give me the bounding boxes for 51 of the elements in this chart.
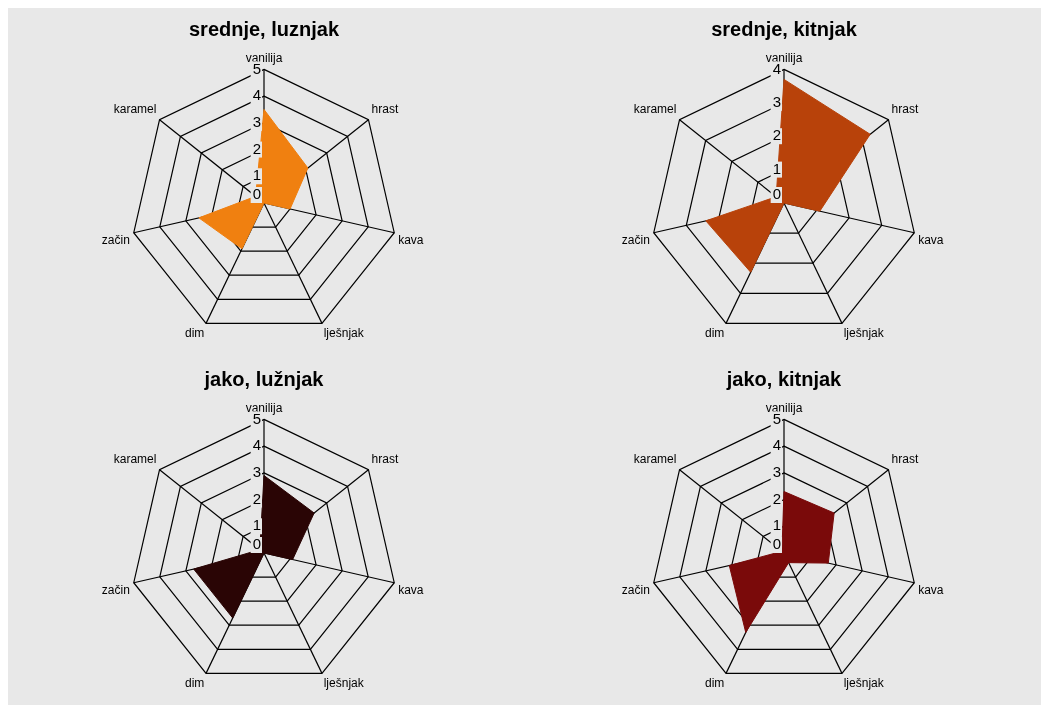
spoke-label: karamel [113, 452, 157, 467]
spoke-label: hrast [891, 452, 919, 467]
spoke-label: kava [918, 583, 944, 598]
y-tick-label: 4 [252, 86, 261, 104]
y-tick-label: 3 [252, 462, 261, 480]
spoke-label: lješnjak [323, 676, 365, 691]
y-tick-label: 1 [252, 516, 261, 534]
spoke-label: kava [918, 233, 944, 248]
y-tick-label: 2 [252, 489, 261, 507]
y-tick-label: 0 [772, 535, 781, 553]
chart-title: jako, kitnjak [725, 367, 843, 390]
spoke-label: karamel [633, 452, 677, 467]
spoke-label: začin [101, 233, 130, 248]
spoke-label: hrast [371, 452, 399, 467]
spoke-label: kava [398, 583, 424, 598]
spoke-label: lješnjak [843, 326, 885, 341]
spoke-label: vanilija [765, 50, 803, 65]
y-tick-label: 4 [252, 436, 261, 454]
y-tick-label: 2 [252, 139, 261, 157]
y-tick-label: 3 [772, 462, 781, 480]
spoke-label: vanilija [245, 400, 283, 415]
spoke-label: začin [101, 583, 130, 598]
spoke-label: lješnjak [323, 326, 365, 341]
spoke-label: začin [621, 233, 650, 248]
y-tick-label: 1 [772, 159, 781, 177]
y-tick-label: 0 [772, 185, 781, 203]
chart-title: srednje, luznjak [188, 17, 340, 40]
spoke-label: kava [398, 233, 424, 248]
spoke-label: karamel [113, 102, 157, 117]
spoke-label: začin [621, 583, 650, 598]
spoke-label: hrast [371, 102, 399, 117]
y-tick-label: 0 [252, 185, 261, 203]
spoke-label: vanilija [245, 50, 283, 65]
y-tick-label: 3 [252, 112, 261, 130]
y-tick-label: 2 [772, 489, 781, 507]
y-tick-label: 2 [772, 126, 781, 144]
y-tick-label: 4 [772, 436, 781, 454]
spoke-label: dim [184, 326, 205, 341]
spoke-label: hrast [891, 102, 919, 117]
spoke-label: vanilija [765, 400, 803, 415]
spoke-label: dim [704, 676, 725, 691]
y-tick-label: 0 [252, 535, 261, 553]
y-tick-label: 1 [772, 516, 781, 534]
spoke-label: lješnjak [843, 676, 885, 691]
y-tick-label: 3 [772, 92, 781, 110]
spoke-label: dim [184, 676, 205, 691]
y-tick-label: 1 [252, 166, 261, 184]
spoke-label: dim [704, 326, 725, 341]
spoke-label: karamel [633, 102, 677, 117]
chart-title: srednje, kitnjak [711, 17, 858, 40]
chart-title: jako, lužnjak [203, 367, 325, 390]
